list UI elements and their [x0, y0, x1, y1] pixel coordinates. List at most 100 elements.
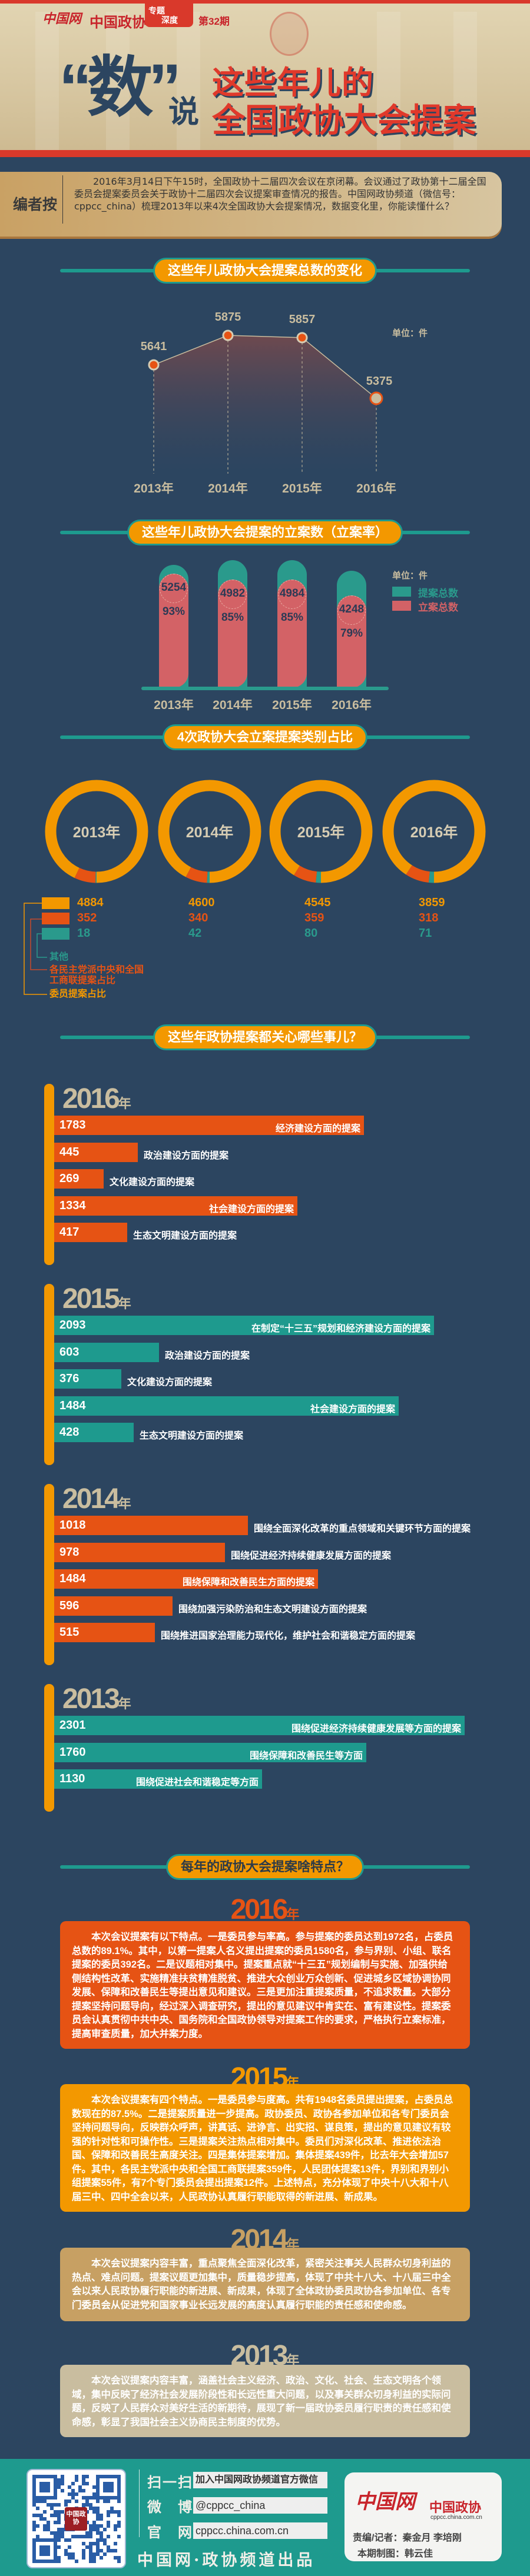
qr-module	[39, 2489, 43, 2492]
qr-module	[117, 2510, 121, 2514]
qr-module	[36, 2560, 39, 2563]
qr-module	[68, 2500, 71, 2503]
qr-module	[32, 2521, 36, 2524]
issue-number: 第32期	[198, 16, 230, 27]
qr-module	[96, 2496, 100, 2500]
x-tick-label: 2014年	[208, 482, 248, 495]
legend-swatch-members	[42, 897, 69, 909]
donut-year-label: 2013年	[72, 824, 121, 841]
qr-module	[103, 2542, 107, 2545]
feature-year-suffix: 年	[286, 2353, 300, 2368]
topic-bar: 1760 围绕保障和改善民生等方面	[54, 1742, 366, 1762]
qr-module	[92, 2510, 96, 2514]
donut-value-label: 4545	[304, 896, 331, 909]
qr-module	[39, 2496, 43, 2500]
qr-module	[107, 2485, 110, 2489]
qr-module	[57, 2478, 61, 2482]
qr-module	[85, 2545, 89, 2549]
filed-value-label: 5254	[161, 581, 187, 594]
qr-module	[89, 2556, 92, 2560]
value-circle	[218, 579, 247, 609]
qr-module	[50, 2538, 54, 2542]
x-tick-label: 2014年	[213, 698, 253, 712]
topic-bar-label: 生态文明建设方面的提案	[133, 1231, 237, 1242]
qr-module	[114, 2524, 117, 2528]
qr-module	[107, 2514, 110, 2517]
qr-module	[100, 2517, 103, 2521]
china-net-logo[interactable]: 中国网	[42, 11, 82, 26]
qr-module	[57, 2503, 61, 2507]
topic-bar-value: 1130	[59, 1772, 85, 1786]
topic-bar-label: 经济建设方面的提案	[275, 1124, 360, 1134]
qr-module	[107, 2545, 110, 2549]
qr-module	[89, 2507, 92, 2510]
qr-module	[92, 2528, 96, 2531]
donut-value-label: 340	[188, 911, 208, 924]
qr-module	[89, 2524, 92, 2528]
qr-module	[43, 2524, 47, 2528]
card-logo[interactable]: 中国网	[355, 2491, 415, 2513]
qr-module	[43, 2538, 47, 2542]
qr-module	[68, 2485, 71, 2489]
qr-module	[39, 2560, 43, 2563]
qr-module	[50, 2531, 54, 2535]
qr-module	[32, 2560, 36, 2563]
filed-value-label: 4984	[279, 587, 305, 600]
topic-bar-label: 围绕加强污染防治和生态文明建设方面的提案	[178, 1604, 367, 1615]
qr-module	[61, 2528, 64, 2531]
qr-module	[100, 2514, 103, 2517]
weibo-link[interactable]: @cppcc_china	[193, 2497, 327, 2514]
qr-module	[68, 2545, 71, 2549]
qr-module	[114, 2510, 117, 2514]
donut-year-label: 2016年	[410, 824, 458, 841]
title-line1: 这些年儿的	[212, 65, 374, 101]
qr-module	[36, 2475, 39, 2478]
qr-module	[57, 2517, 61, 2521]
legend-label-total: 提案总数	[418, 588, 458, 599]
qr-module	[89, 2549, 92, 2552]
qr-module	[57, 2531, 61, 2535]
series-line	[153, 335, 377, 399]
qr-module	[110, 2549, 114, 2552]
qr-module	[39, 2517, 43, 2521]
qr-module	[32, 2556, 36, 2560]
qr-module	[96, 2475, 100, 2478]
donut-value-label: 4600	[188, 896, 215, 909]
feature-text-box: 本次会议提案内容丰富，重点聚焦全面深化改革，紧密关注事关人民群众切身利益的热点、…	[60, 2248, 470, 2321]
qr-module	[82, 2489, 85, 2492]
qr-module	[47, 2489, 50, 2492]
legend-label-parties-line1: 各民主党派中央和全国	[49, 965, 144, 975]
topic-bar-label: 政治建设方面的提案	[144, 1150, 229, 1161]
qr-module	[47, 2528, 50, 2531]
qr-module	[54, 2489, 57, 2492]
qr-badge: 中国政协	[65, 2507, 87, 2531]
qr-module	[100, 2475, 103, 2478]
qr-module	[54, 2531, 57, 2535]
credits-card: 中国网 中国政协 cppcc.china.com.cn 责编/记者：秦金月 李培…	[344, 2472, 502, 2561]
website-link[interactable]: cppcc.china.com.cn	[193, 2522, 327, 2539]
qr-module	[114, 2475, 117, 2478]
card-site-name: 中国政协	[429, 2500, 482, 2515]
qr-module	[54, 2510, 57, 2514]
qr-module	[110, 2496, 114, 2500]
qr-module	[92, 2521, 96, 2524]
qr-module	[96, 2507, 100, 2510]
section-title-features: 每年的政协大会提案啥特点？	[60, 1854, 470, 1880]
topic-bar-value: 603	[59, 1345, 80, 1359]
qr-module	[54, 2552, 57, 2556]
editor-note: 编者按 2016年3月14日下午15时，全国政协十二届四次会议在京闭幕。会议通过…	[0, 172, 502, 237]
topic-bar-value: 376	[59, 1372, 80, 1386]
qr-module	[32, 2545, 36, 2549]
site-name: 中国政协	[90, 15, 146, 31]
qr-module	[32, 2514, 36, 2517]
wechat-qr-code[interactable]: 中国政协	[26, 2469, 126, 2568]
topic-bar-label: 围绕促进经济持续健康发展等方面的提案	[291, 1724, 461, 1734]
qr-module	[43, 2475, 47, 2478]
feature-year-heading: 2016年	[231, 1896, 300, 1929]
qr-module	[50, 2514, 54, 2517]
topic-bar: 417 生态文明建设方面的提案	[54, 1223, 237, 1243]
badge-line1: 专题	[148, 6, 165, 15]
qr-module	[39, 2475, 43, 2478]
qr-module	[92, 2524, 96, 2528]
topic-bar: 445 政治建设方面的提案	[54, 1142, 228, 1162]
